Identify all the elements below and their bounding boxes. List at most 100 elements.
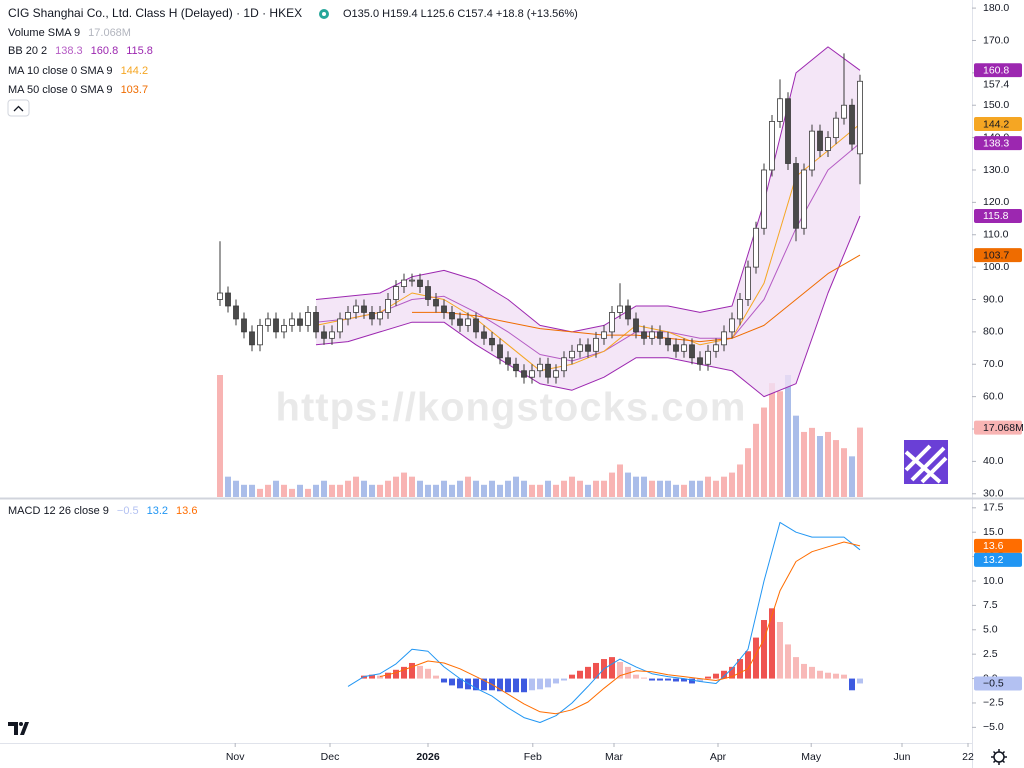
candle-body <box>657 331 663 339</box>
macd-histogram-bar <box>409 662 415 679</box>
volume-bar <box>705 476 711 497</box>
macd-histogram-bar <box>521 678 527 693</box>
volume-bar <box>297 484 303 497</box>
y-tick-label: 17.5 <box>983 502 1004 514</box>
macd-histogram-bar <box>545 678 551 688</box>
macd-histogram-bar <box>553 678 559 684</box>
legend-label: MA 10 close 0 SMA 9 <box>8 65 113 77</box>
candle-body <box>785 98 791 164</box>
candle-body <box>417 279 423 287</box>
candle-body <box>561 357 567 372</box>
tradingview-logo[interactable] <box>8 722 29 735</box>
candle-body <box>529 370 535 378</box>
y-tick-label: −5.0 <box>983 721 1004 733</box>
bb-upper <box>315 46 861 333</box>
price-tag: 160.8 <box>983 65 1009 77</box>
candle-body <box>257 324 263 346</box>
collapse-button-frame[interactable] <box>7 99 30 117</box>
macd-histogram-bar <box>705 676 711 679</box>
price-tag-bg <box>974 552 1022 567</box>
macd-histogram-bar <box>713 673 719 679</box>
candle-body <box>369 312 375 320</box>
macd-histogram-bar <box>689 678 695 684</box>
y-tick-label: 60.0 <box>983 390 1004 402</box>
candle-body <box>217 292 223 300</box>
candle-body <box>681 344 687 352</box>
volume-bar <box>345 480 351 497</box>
legend-value: 115.8 <box>126 45 153 57</box>
candle-body <box>361 305 367 313</box>
candle-body <box>625 305 631 320</box>
price-tag-bg <box>974 538 1022 553</box>
x-tick-label: Apr <box>710 751 727 763</box>
macd-histogram-bar <box>753 637 759 679</box>
y-tick-label: 120.0 <box>983 196 1009 208</box>
volume-bar <box>497 484 503 497</box>
price-tag: 103.7 <box>983 249 1009 261</box>
candle-body <box>697 357 703 365</box>
candle-body <box>713 344 719 352</box>
promo-logo <box>904 440 948 484</box>
y-tick-label: 10.0 <box>983 575 1004 587</box>
price-tag: 17.068M <box>983 422 1024 434</box>
volume-bar <box>849 456 855 497</box>
legend-value: 17.068M <box>88 27 131 39</box>
collapse-icon <box>13 105 24 112</box>
candle-body <box>633 318 639 333</box>
volume-bar <box>625 472 631 497</box>
price-tag-bg <box>974 77 1022 92</box>
price-tag: 144.2 <box>983 118 1009 130</box>
settings-button[interactable] <box>991 749 1007 765</box>
volume-bar <box>641 476 647 497</box>
candle-body <box>505 357 511 365</box>
macd-line <box>347 521 861 723</box>
volume-bar <box>649 480 655 497</box>
legend-label: MACD 12 26 close 9 <box>8 505 109 517</box>
tv-logo-dot <box>19 722 23 726</box>
candle-body <box>273 318 279 333</box>
volume-bar <box>329 484 335 497</box>
volume-bar <box>665 480 671 497</box>
volume-bar <box>401 472 407 497</box>
candle-body <box>769 121 775 171</box>
candle-body <box>745 266 751 300</box>
candle-body <box>809 130 815 171</box>
volume-bar <box>825 431 831 497</box>
macd-histogram-bar <box>833 673 839 679</box>
y-tick-label: 5.0 <box>983 624 998 636</box>
candle-body <box>569 350 575 359</box>
volume-bar <box>737 464 743 497</box>
y-tick-label: 90.0 <box>983 293 1004 305</box>
macd-histogram-bar <box>433 675 439 679</box>
macd-histogram-bar <box>473 678 479 691</box>
watermark: https://kongstocks.com <box>276 386 747 430</box>
candle-body <box>489 337 495 346</box>
tv-logo-mark[interactable] <box>8 722 29 735</box>
volume-bar <box>433 484 439 497</box>
y-tick-label: 180.0 <box>983 2 1009 14</box>
y-tick-label: 80.0 <box>983 326 1004 338</box>
macd-histogram-bar <box>385 672 391 679</box>
candle-body <box>609 312 615 333</box>
candle-body <box>841 104 847 119</box>
volume-bar <box>793 415 799 497</box>
volume-bar <box>809 427 815 497</box>
macd-histogram-bar <box>825 672 831 679</box>
bb-lower <box>315 215 861 398</box>
price-tag-bg <box>974 208 1022 223</box>
collapse-button[interactable] <box>7 99 30 117</box>
volume-bar <box>385 480 391 497</box>
candle-body <box>353 305 359 313</box>
volume-bar <box>257 488 263 497</box>
legend-value: −0.5 <box>117 505 139 517</box>
candle-body <box>289 318 295 326</box>
volume-bar <box>537 484 543 497</box>
x-tick-label: Nov <box>226 751 245 763</box>
volume-bar <box>833 440 839 497</box>
volume-bar <box>265 484 271 497</box>
candle-body <box>537 363 543 372</box>
macd-histogram-bar <box>641 677 647 679</box>
macd-histogram-bar <box>513 678 519 693</box>
symbol-title: CIG Shanghai Co., Ltd. Class H (Delayed)… <box>8 6 302 20</box>
